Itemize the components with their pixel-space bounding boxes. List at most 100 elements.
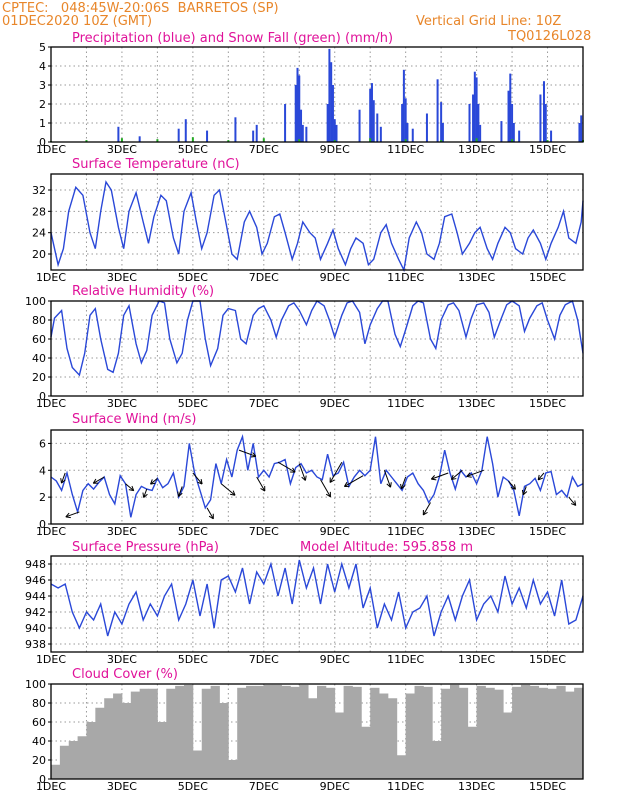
precip-bar <box>406 123 409 142</box>
cloud-bar <box>219 703 229 779</box>
precip-bar <box>509 73 512 142</box>
cloud-bar <box>432 741 442 779</box>
precip-bar <box>177 128 180 142</box>
cloud-bar <box>308 698 318 779</box>
wind-arrow <box>400 476 407 490</box>
x-tick-label: 13DEC <box>458 397 495 410</box>
x-tick-label: 7DEC <box>249 780 279 793</box>
cloud-bar <box>77 736 87 779</box>
cloud-bar <box>405 693 415 779</box>
y-tick-label: 80 <box>32 697 46 710</box>
cloud-bar <box>503 712 513 779</box>
panel-3: Surface Wind (m/s) 0 2 4 6 1DEC 3DEC 5DEC 7DEC 9D… <box>36 412 584 538</box>
model-code: TQ0126L028 <box>508 29 592 44</box>
x-tick-label: 1DEC <box>36 143 66 156</box>
wind-arrow <box>329 461 343 483</box>
y-tick-label: 948 <box>25 558 46 571</box>
wind-arrow <box>92 476 105 484</box>
x-tick-label: 5DEC <box>178 397 208 410</box>
x-tick-label: 5DEC <box>178 271 208 284</box>
wind-arrow <box>422 502 431 516</box>
precip-bar <box>301 124 304 142</box>
x-tick-label: 1DEC <box>36 271 66 284</box>
precip-bar <box>234 117 237 142</box>
x-tick-label: 7DEC <box>249 525 279 538</box>
x-tick-label: 15DEC <box>529 271 566 284</box>
cloud-bar <box>370 687 380 779</box>
wind-arrow <box>150 477 158 485</box>
cloud-bar <box>139 688 149 779</box>
wind-arrow <box>177 486 183 497</box>
precip-bar <box>472 94 475 142</box>
precip-bar <box>468 104 471 142</box>
y-tick-label: 20 <box>32 371 46 384</box>
panel-1: Surface Temperature (nC) 20 24 28 32 1DEC 3DEC… <box>32 157 584 284</box>
y-tick-label: 1 <box>39 117 46 130</box>
precip-bar <box>440 102 443 142</box>
cloud-bar <box>450 684 460 779</box>
snow-bar <box>404 139 407 142</box>
y-tick-label: 0 <box>39 136 46 149</box>
wind-arrow <box>568 496 577 506</box>
cloud-bar <box>343 685 353 779</box>
precip-bar <box>507 90 510 142</box>
x-tick-label: 9DEC <box>320 525 350 538</box>
vertical-grid-note: Vertical Grid Line: 10Z <box>416 14 562 29</box>
wind-arrow <box>277 461 296 473</box>
precip-bar <box>550 130 553 142</box>
plot-frame <box>50 683 584 780</box>
x-tick-label: 11DEC <box>387 653 424 666</box>
cloud-bar <box>485 687 495 779</box>
precip-bar <box>425 113 428 142</box>
cloud-bar <box>175 685 185 779</box>
cloud-bar <box>574 687 584 779</box>
cloud-bar <box>192 750 203 779</box>
x-tick-label: 15DEC <box>529 525 566 538</box>
cloud-bar <box>538 687 548 779</box>
cloud-bar <box>201 688 211 779</box>
precip-bar <box>441 123 444 142</box>
wind-arrow <box>466 469 484 478</box>
x-tick-label: 11DEC <box>387 525 424 538</box>
cloud-bar <box>272 684 282 779</box>
cloud-bar <box>334 712 344 779</box>
y-tick-label: 24 <box>32 227 46 240</box>
snow-bar <box>262 138 265 142</box>
precip-bar <box>358 109 361 142</box>
wind-arrow <box>383 470 392 488</box>
x-tick-label: 15DEC <box>529 143 566 156</box>
y-tick-label: 4 <box>39 60 46 73</box>
precip-bar <box>500 121 503 142</box>
precip-bar <box>542 81 545 142</box>
wind-arrow <box>60 472 66 484</box>
snow-bar <box>120 138 123 142</box>
precip-bar <box>376 113 379 142</box>
wind-arrow <box>430 472 449 481</box>
wind-arrow <box>206 507 214 520</box>
x-tick-label: 1DEC <box>36 780 66 793</box>
cloud-bar <box>423 686 433 779</box>
precip-bar <box>296 67 299 142</box>
y-tick-label: 942 <box>25 606 46 619</box>
y-tick-label: 20 <box>32 754 46 767</box>
cloud-bar <box>494 689 504 779</box>
cloud-bar <box>104 698 114 779</box>
x-tick-label: 15DEC <box>529 780 566 793</box>
plot-frame <box>50 300 584 397</box>
precip-bar <box>580 115 583 142</box>
precip-bar <box>335 124 338 142</box>
cloud-bar <box>166 688 176 779</box>
panel-title: Relative Humidity (%) <box>72 284 214 299</box>
precip-bar <box>477 104 480 142</box>
precip-bar <box>544 104 547 142</box>
cloud-bar <box>210 685 220 779</box>
x-tick-label: 7DEC <box>249 397 279 410</box>
panel-0: Precipitation (blue) and Snow Fall (gree… <box>36 31 584 156</box>
cloud-bar <box>51 764 61 779</box>
precip-bar <box>512 123 515 142</box>
x-tick-label: 3DEC <box>107 780 137 793</box>
precip-bar <box>475 77 478 142</box>
x-tick-label: 3DEC <box>107 271 137 284</box>
panel-title: Surface Temperature (nC) <box>72 157 240 172</box>
x-tick-label: 9DEC <box>320 653 350 666</box>
